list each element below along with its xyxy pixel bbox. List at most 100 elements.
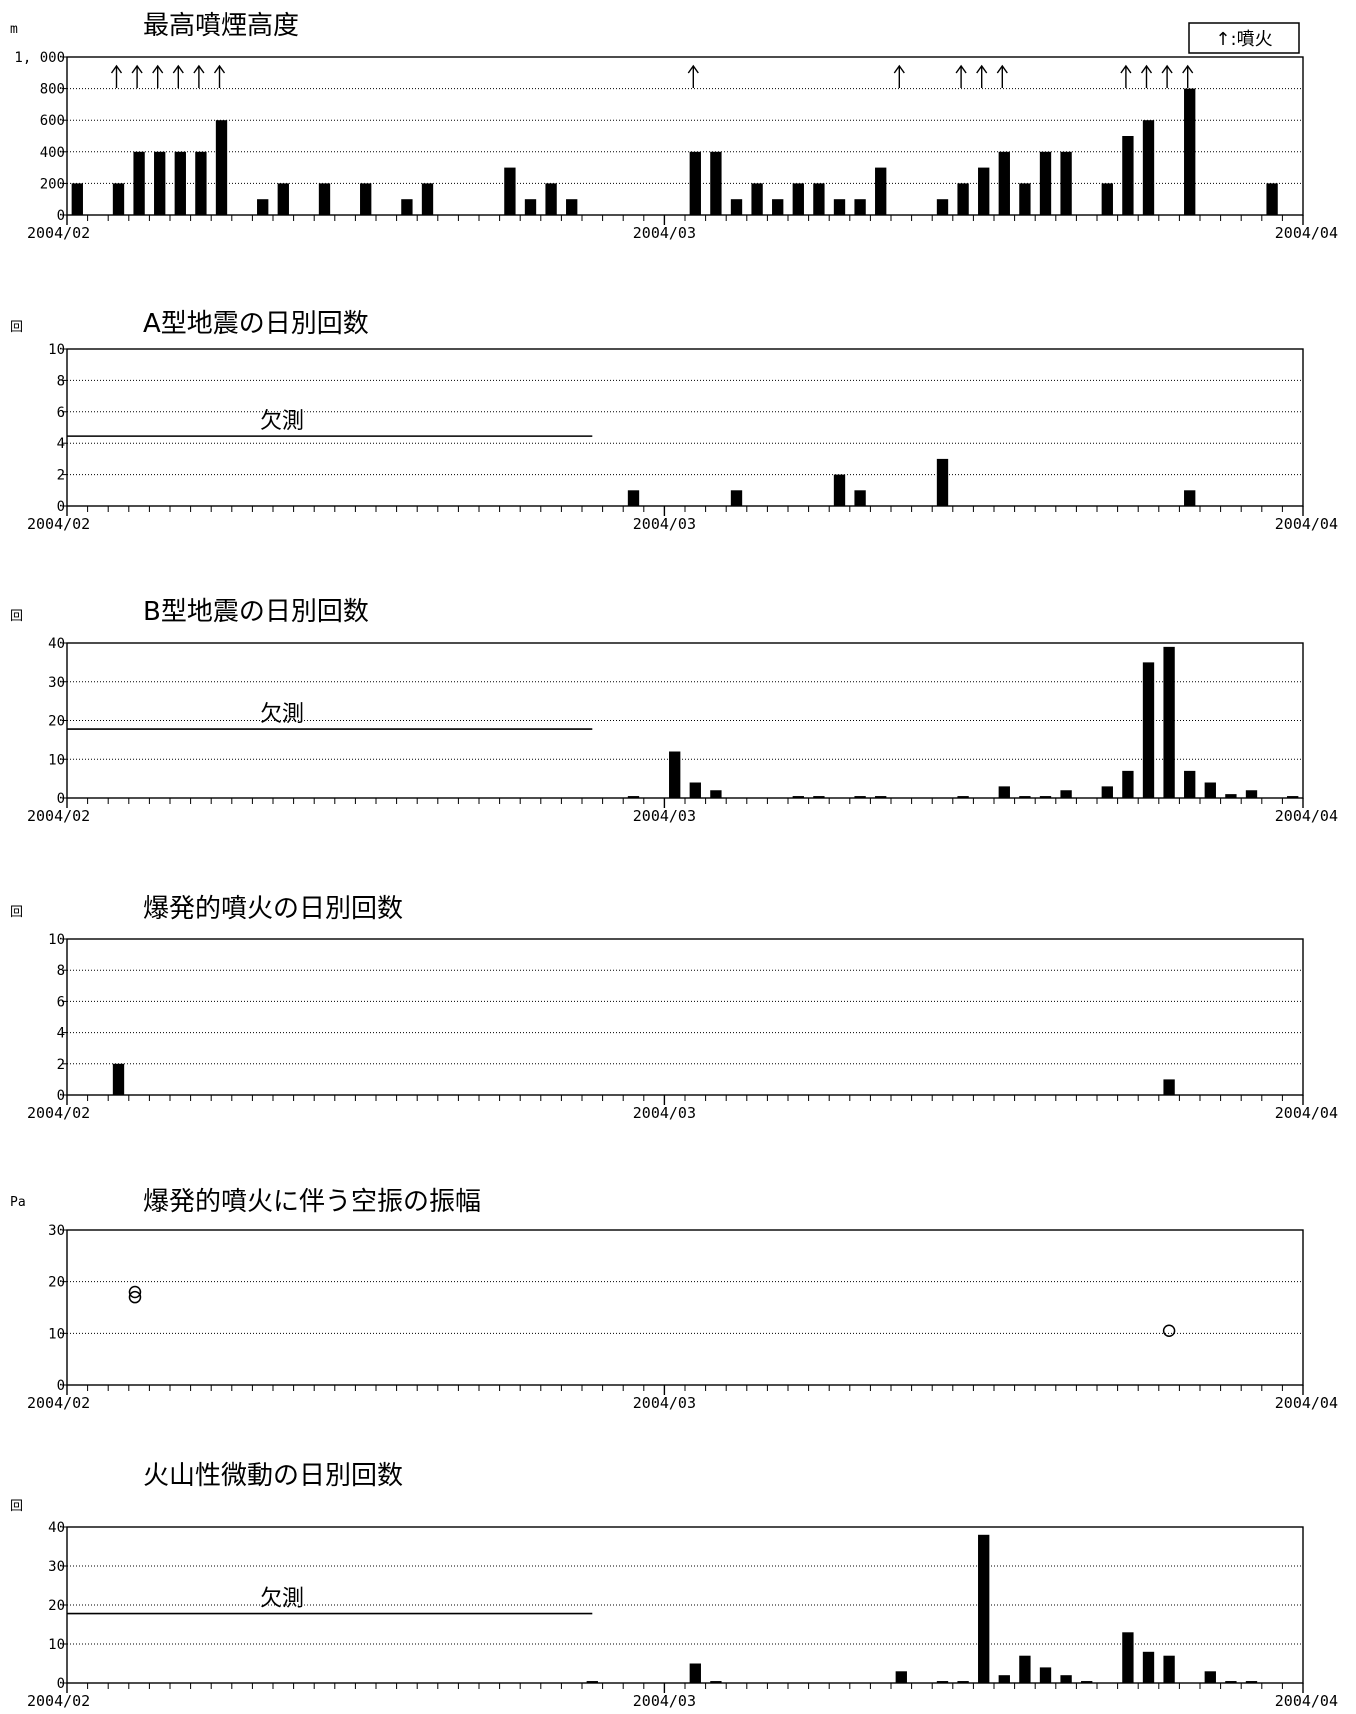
- bar: [1163, 1655, 1175, 1683]
- bar: [813, 183, 825, 215]
- data-point: [128, 1290, 142, 1304]
- plot-frame: [66, 1229, 1304, 1386]
- eruption-arrow-head: [1120, 64, 1132, 74]
- bar: [1245, 790, 1258, 798]
- bar: [854, 796, 866, 798]
- y-tick-label: 6: [57, 405, 65, 421]
- missing-data-label: 欠測: [260, 1587, 304, 1612]
- y-tick-label: 1, 000: [14, 50, 65, 66]
- x-date-label: 2004/02: [27, 807, 90, 825]
- x-date-label: 2004/03: [633, 1394, 696, 1412]
- data-point: [1162, 1324, 1176, 1337]
- chart-title: A型地震の日別回数: [143, 309, 369, 339]
- y-tick-label: 400: [40, 145, 65, 161]
- y-tick-label: 10: [48, 1326, 65, 1342]
- bar: [936, 1681, 949, 1683]
- missing-data-label: 欠測: [260, 409, 304, 434]
- eruption-arrow-head: [172, 64, 184, 74]
- bar: [1122, 1632, 1134, 1683]
- eruption-legend: ↑:噴火: [1188, 22, 1300, 54]
- bar: [957, 796, 969, 798]
- eruption-arrow-head: [213, 64, 226, 74]
- bar: [1204, 782, 1216, 798]
- bar: [401, 199, 413, 215]
- bar: [1019, 183, 1031, 215]
- bar: [895, 1671, 907, 1683]
- bar: [751, 183, 763, 215]
- bar: [627, 796, 640, 798]
- bar: [112, 1063, 125, 1095]
- bar: [936, 199, 949, 215]
- bar: [689, 1663, 701, 1683]
- x-date-label: 2004/02: [27, 515, 90, 533]
- eruption-arrow-head: [955, 64, 967, 74]
- x-date-label: 2004/04: [1275, 1394, 1338, 1412]
- bar: [710, 1681, 722, 1683]
- x-date-label: 2004/04: [1275, 224, 1338, 242]
- y-tick-label: 600: [40, 113, 65, 129]
- x-date-label: 2004/04: [1275, 515, 1338, 533]
- eruption-arrow-head: [110, 64, 123, 74]
- bar: [1081, 1681, 1093, 1683]
- bar: [627, 490, 640, 506]
- eruption-arrow-head: [893, 64, 905, 74]
- y-tick-label: 10: [48, 932, 65, 948]
- bar: [566, 199, 578, 215]
- bar: [792, 796, 804, 798]
- chart-panel-5: 爆発的噴火に伴う空振の振幅 Pa 0 10 20 30 2004/02 2004/03 2004…: [10, 1187, 1338, 1412]
- bar: [133, 151, 145, 215]
- y-tick-label: 0: [57, 1676, 65, 1692]
- bar: [1163, 646, 1175, 798]
- bar: [586, 1681, 598, 1683]
- chart-panel-4: 爆発的噴火の日別回数 回 0 2 4 6 8 10 2004/02 2004/03 2004/04: [10, 894, 1338, 1122]
- bar: [730, 199, 743, 215]
- legend-box: [1188, 22, 1300, 54]
- y-tick-label: 10: [48, 1637, 65, 1653]
- y-tick-label: 0: [57, 1378, 65, 1394]
- x-date-label: 2004/03: [633, 1104, 696, 1122]
- bar: [669, 751, 681, 798]
- bar: [1287, 796, 1299, 798]
- x-date-label: 2004/02: [27, 1104, 90, 1122]
- y-unit-label: 回: [10, 609, 23, 624]
- y-tick-label: 20: [48, 714, 65, 730]
- eruption-arrow-head: [1161, 64, 1173, 74]
- bar: [1101, 786, 1113, 798]
- bar: [112, 183, 125, 215]
- y-tick-label: 30: [48, 675, 65, 691]
- eruption-arrow-head: [1182, 64, 1194, 74]
- x-date-label: 2004/04: [1275, 807, 1338, 825]
- bar: [1142, 120, 1155, 215]
- y-unit-label: 回: [10, 905, 23, 920]
- bar: [1039, 151, 1052, 215]
- y-unit-label: m: [10, 22, 18, 37]
- y-tick-label: 10: [48, 342, 65, 358]
- y-tick-label: 40: [48, 1520, 65, 1536]
- bar: [1060, 151, 1072, 215]
- bar: [1060, 1675, 1072, 1683]
- bar: [1039, 796, 1052, 798]
- x-date-label: 2004/02: [27, 1394, 90, 1412]
- bar: [1184, 88, 1196, 215]
- bar: [1019, 796, 1031, 798]
- y-tick-label: 800: [40, 82, 65, 98]
- bar: [154, 151, 166, 215]
- bar: [1204, 1671, 1216, 1683]
- y-tick-label: 0: [57, 791, 65, 807]
- bar: [1184, 770, 1196, 798]
- y-tick-label: 20: [48, 1275, 65, 1291]
- legend-text: ↑:噴火: [1215, 29, 1272, 50]
- bar: [710, 790, 722, 798]
- y-tick-label: 2: [57, 1057, 65, 1073]
- x-date-label: 2004/04: [1275, 1692, 1338, 1710]
- bar: [1122, 136, 1134, 215]
- y-tick-label: 4: [57, 1026, 65, 1042]
- y-tick-label: 0: [57, 208, 65, 224]
- x-date-label: 2004/02: [27, 1692, 90, 1710]
- bar: [730, 490, 743, 506]
- y-tick-label: 20: [48, 1598, 65, 1614]
- chart-title: 最高噴煙高度: [143, 11, 299, 41]
- bar: [71, 183, 83, 215]
- bar: [957, 183, 969, 215]
